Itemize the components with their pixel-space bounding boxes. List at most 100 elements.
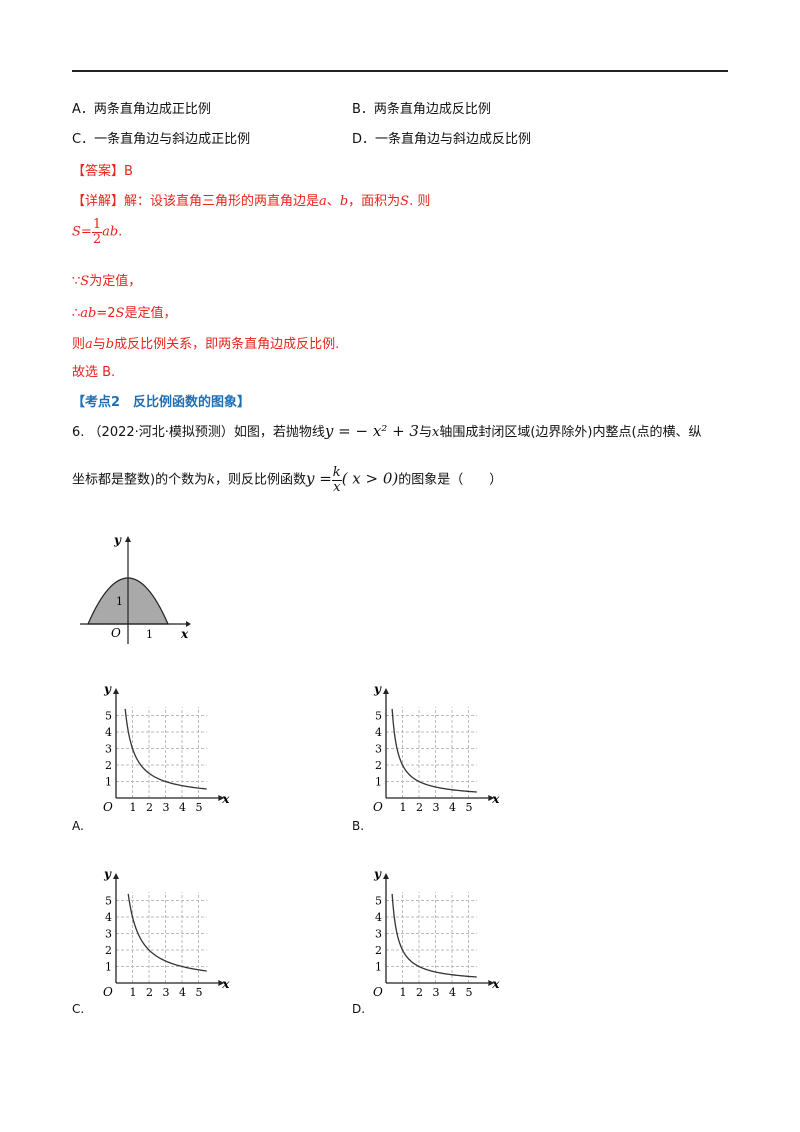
x-tick-label: 5 (466, 986, 473, 999)
x-tick-label: 1 (400, 986, 407, 999)
function-numerator: k (331, 465, 342, 481)
x-arrow-icon (488, 795, 495, 801)
y-tick-label: 4 (375, 911, 382, 924)
x-tick-label: 4 (179, 986, 186, 999)
x-tick-label: 5 (196, 986, 203, 999)
y-axis-label: y (103, 682, 112, 696)
origin-label: O (103, 985, 113, 999)
y-arrow-icon (383, 688, 389, 695)
y-tick-label: 5 (105, 710, 112, 723)
detail-line-1: 【详解】解：设该直角三角形的两直角边是a、b，面积为S. 则 (72, 190, 430, 209)
option-a-label[interactable]: A. (72, 819, 84, 833)
hyperbola-curve (127, 893, 207, 972)
detail-label: 【详解】 (72, 194, 125, 209)
option-c-label[interactable]: C. (72, 1002, 85, 1016)
x-tick-label: 4 (449, 986, 456, 999)
formula-end: . (118, 224, 123, 240)
var-s: S (115, 306, 125, 321)
x-tick-label: 2 (146, 986, 153, 999)
x-tick-label: 2 (416, 986, 423, 999)
detail-line-5: 故选 B. (72, 365, 116, 380)
y-tick-label: 3 (105, 928, 112, 941)
var-a: a (319, 194, 327, 209)
question-line-1: 6. （2022·河北·模拟预测）如图，若抛物线y = − x² + 3与x轴围… (72, 421, 702, 440)
detail-line-3: ∴ab=2S是定值， (72, 302, 176, 321)
x-tick-label: 2 (416, 801, 423, 814)
separator: 、 (326, 194, 340, 209)
y-axis-label: y (103, 867, 112, 881)
y-arrow-icon (125, 536, 131, 542)
line3-text: 是定值， (124, 306, 177, 321)
y-tick-label: 2 (105, 759, 112, 772)
x-tick-label: 3 (163, 986, 170, 999)
x-axis-label: x (221, 792, 230, 806)
y-tick-label: 5 (105, 895, 112, 908)
hyperbola-curve (391, 708, 477, 793)
fraction-numerator: 1 (91, 217, 103, 233)
fraction-denominator: 2 (92, 231, 102, 247)
choice-b: B．两条直角边成反比例 (352, 102, 491, 117)
question-text-5: ，则反比例函数 (214, 472, 306, 488)
area-formula: S= 1 2 ab. (72, 218, 122, 246)
origin-label: O (111, 626, 121, 640)
y-tick-label: 2 (375, 759, 382, 772)
y-tick-label: 1 (375, 776, 382, 789)
x-tick-label: 3 (433, 801, 440, 814)
answer-label: 【答案】 (72, 164, 125, 179)
var-b: b (339, 194, 349, 209)
line4-text: 成反比例关系，即两条直角边成反比例. (114, 337, 340, 352)
detail-intro: 解：设该直角三角形的两直角边是 (124, 194, 320, 209)
x-tick-label: 5 (466, 801, 473, 814)
question-text-3: 轴围成封闭区域(边界除外)内整点(点的横、纵 (439, 425, 702, 440)
var-x: x (431, 425, 440, 440)
y-tick-label: 4 (375, 726, 382, 739)
x-tick-label: 4 (179, 801, 186, 814)
x-arrow-icon (218, 980, 225, 986)
var-a: a (85, 337, 93, 352)
parabola-figure: y x O 1 1 (80, 533, 191, 644)
y-tick-label: 5 (375, 710, 382, 723)
x-arrow-icon (488, 980, 495, 986)
question-text-6: 的图象是（ ） (398, 472, 503, 488)
tick-x-1-label: 1 (146, 628, 153, 641)
option-b-label[interactable]: B. (352, 819, 365, 833)
x-label: x (180, 627, 189, 641)
var-ab: ab (80, 306, 97, 321)
hyperbola-curve (124, 708, 207, 790)
detail-line-4: 则a与b成反比例关系，即两条直角边成反比例. (72, 333, 339, 352)
hyperbola-curve (391, 893, 477, 978)
option-d-label[interactable]: D. (352, 1002, 366, 1016)
top-rule (72, 70, 728, 72)
y-tick-label: 3 (375, 928, 382, 941)
origin-label: O (373, 800, 383, 814)
x-tick-label: 3 (433, 986, 440, 999)
line3-eq: =2 (96, 306, 116, 321)
y-tick-label: 3 (375, 743, 382, 756)
x-tick-label: 4 (449, 801, 456, 814)
tick-y-1-label: 1 (116, 595, 123, 608)
y-arrow-icon (383, 873, 389, 880)
x-tick-label: 1 (400, 801, 407, 814)
y-tick-label: 4 (105, 726, 112, 739)
function-condition: ( x > 0) (341, 469, 399, 488)
detail-line-2: ∵S为定值， (72, 270, 141, 289)
section-title: 【考点2 反比例函数的图象】 (72, 395, 251, 410)
y-tick-label: 2 (105, 944, 112, 957)
choice-d: D．一条直角边与斜边成反比例 (352, 132, 532, 147)
y-tick-label: 3 (105, 743, 112, 756)
y-tick-label: 1 (105, 776, 112, 789)
formula-lhs: S= (72, 224, 92, 240)
detail-mid: ，面积为 (348, 194, 401, 209)
var-s: S (400, 194, 410, 209)
y-tick-label: 2 (375, 944, 382, 957)
x-tick-label: 3 (163, 801, 170, 814)
y-axis-label: y (373, 867, 382, 881)
y-tick-label: 5 (375, 895, 382, 908)
origin-label: O (373, 985, 383, 999)
choice-a: A．两条直角边成正比例 (72, 102, 211, 117)
